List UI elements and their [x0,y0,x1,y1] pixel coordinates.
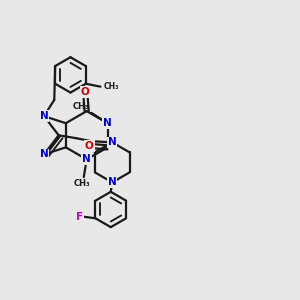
Text: N: N [82,154,91,164]
Text: F: F [76,212,83,222]
Text: N: N [40,149,48,159]
Text: N: N [108,177,117,188]
Text: N: N [108,137,117,147]
Text: N: N [103,118,112,128]
Text: CH₃: CH₃ [74,179,91,188]
Text: O: O [81,87,90,97]
Text: N: N [40,111,48,121]
Text: O: O [85,141,94,151]
Text: CH₃: CH₃ [72,101,89,110]
Text: CH₃: CH₃ [104,82,119,91]
